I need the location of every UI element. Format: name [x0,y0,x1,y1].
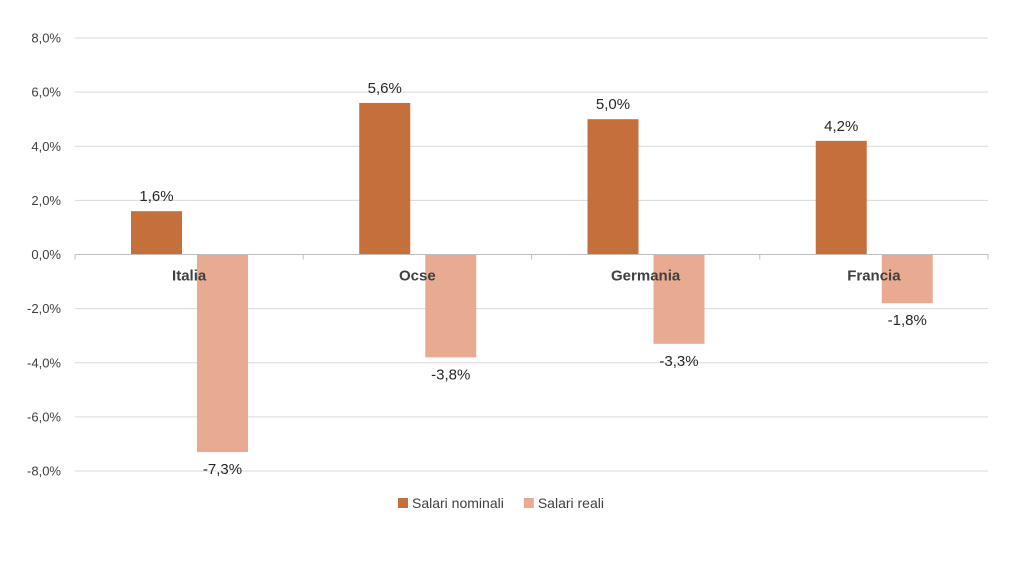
y-tick-label: 8,0% [31,31,61,46]
bar-germania-series-1 [587,119,639,255]
data-label: -1,8% [888,312,927,329]
category-label: Francia [847,268,901,285]
y-tick-label: -4,0% [27,355,61,370]
category-label: Ocse [399,268,436,285]
bar-ocse-series-2 [425,254,477,358]
category-label: Germania [611,268,681,285]
category-label: Italia [172,268,207,285]
legend-label: Salari nominali [412,495,504,511]
bar-germania-series-2 [653,254,705,344]
category-labels: Italia Ocse Germania Francia [172,268,901,285]
data-label: 5,0% [596,96,630,113]
data-label: 5,6% [368,80,402,97]
data-label: -3,8% [431,366,470,383]
y-tick-label: 2,0% [31,193,61,208]
legend-swatch [398,498,408,508]
data-label: -7,3% [203,461,242,478]
bar-francia-series-2 [881,254,933,304]
data-label: 1,6% [139,188,173,205]
bar-ocse-series-1 [359,102,411,255]
bar-italia-series-2 [197,254,248,453]
legend-label: Salari reali [538,495,604,511]
bars [131,102,933,453]
y-tick-label: -2,0% [27,301,61,316]
y-tick-label: -6,0% [27,409,61,424]
bar-italia-series-1 [131,211,182,255]
y-axis-tick-labels: 8,0% 6,0% 4,0% 2,0% 0,0% -2,0% -4,0% -6,0% -8,0% [27,31,61,479]
y-tick-label: 4,0% [31,139,61,154]
data-labels: 1,6% 5,6% 5,0% 4,2% -7,3% -3,8% -3,3% -1,8% [139,80,926,478]
y-tick-label: 6,0% [31,85,61,100]
data-label: -3,3% [659,353,698,370]
bar-francia-series-1 [815,140,867,255]
x-axis [74,254,989,260]
y-tick-label: 0,0% [31,247,61,262]
data-label: 4,2% [824,118,858,135]
y-tick-label: -8,0% [27,464,61,479]
legend-swatch [523,498,534,508]
legend: Salari nominali Salari reali [398,495,604,511]
